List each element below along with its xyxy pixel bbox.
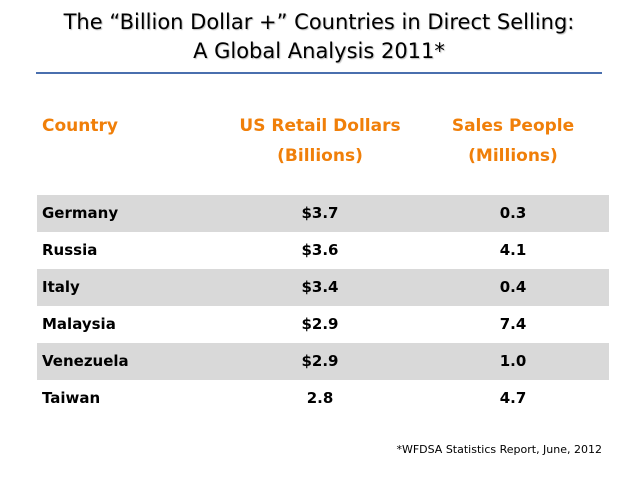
header-retail-line-2: (Billions) (277, 146, 363, 166)
cell-sales-people: 7.4 (499, 315, 527, 333)
table-row: Taiwan 2.8 4.7 (37, 380, 609, 417)
cell-sales-people: 4.7 (499, 389, 527, 407)
cell-retail-dollars: 2.8 (306, 389, 334, 407)
cell-retail-dollars: $2.9 (301, 352, 339, 370)
cell-country: Italy (42, 278, 80, 296)
source-footnote: *WFDSA Statistics Report, June, 2012 (396, 443, 602, 456)
cell-sales-people: 0.3 (499, 204, 527, 222)
table-row: Russia $3.6 4.1 (37, 232, 609, 269)
table-row: Malaysia $2.9 7.4 (37, 306, 609, 343)
table-row: Germany $3.7 0.3 (37, 195, 609, 232)
table-row: Italy $3.4 0.4 (37, 269, 609, 306)
header-sales-people: Sales People (Millions) (428, 111, 598, 171)
cell-retail-dollars: $3.4 (301, 278, 339, 296)
slide-title: The “Billion Dollar +” Countries in Dire… (0, 8, 638, 66)
cell-country: Malaysia (42, 315, 116, 333)
title-divider (36, 72, 602, 74)
header-country: Country (42, 111, 118, 141)
cell-sales-people: 0.4 (499, 278, 527, 296)
header-country-line-1: Country (42, 116, 118, 136)
cell-sales-people: 4.1 (499, 241, 527, 259)
header-retail-line-1: US Retail Dollars (239, 116, 401, 136)
cell-country: Germany (42, 204, 119, 222)
table-row: Venezuela $2.9 1.0 (37, 343, 609, 380)
cell-retail-dollars: $3.7 (301, 204, 339, 222)
header-retail-dollars: US Retail Dollars (Billions) (230, 111, 410, 171)
title-line-1: The “Billion Dollar +” Countries in Dire… (63, 10, 575, 34)
header-people-line-1: Sales People (451, 116, 575, 136)
cell-country: Venezuela (42, 352, 129, 370)
cell-retail-dollars: $3.6 (301, 241, 339, 259)
cell-sales-people: 1.0 (499, 352, 527, 370)
data-table: Germany $3.7 0.3 Russia $3.6 4.1 Italy $… (37, 195, 609, 417)
header-people-line-2: (Millions) (468, 146, 558, 166)
cell-country: Russia (42, 241, 98, 259)
cell-country: Taiwan (42, 389, 101, 407)
title-line-2: A Global Analysis 2011* (193, 39, 445, 63)
cell-retail-dollars: $2.9 (301, 315, 339, 333)
